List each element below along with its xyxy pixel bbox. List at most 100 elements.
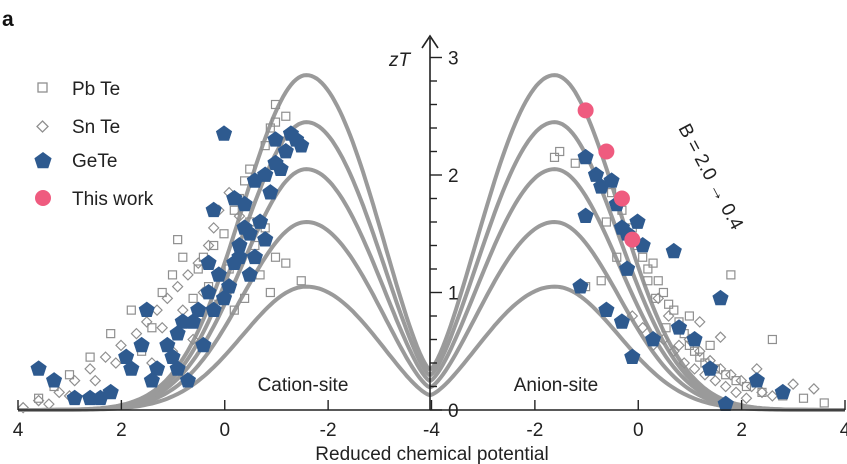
point-gete (66, 389, 83, 406)
point-pb-te (270, 252, 281, 262)
point-gete (179, 372, 196, 388)
point-pb-te (689, 346, 700, 356)
point-gete (149, 360, 166, 376)
panel-label: a (2, 8, 14, 31)
point-gete (30, 360, 47, 376)
point-gete (226, 190, 243, 206)
point-pb-te (653, 276, 663, 286)
point-sn-te (140, 316, 153, 328)
point-this-work (613, 190, 630, 207)
b-range-annotation: B = 2.0 → 0.4 (674, 120, 748, 233)
point-pb-te (229, 305, 239, 315)
point-sn-te (652, 292, 665, 305)
point-this-work (624, 231, 641, 248)
point-pb-te (549, 152, 560, 162)
x-tick-label: -2 (526, 420, 543, 441)
point-pb-te (664, 299, 674, 309)
point-gete (577, 148, 594, 165)
point-gete (215, 125, 233, 141)
point-gete (277, 143, 294, 159)
point-sn-te (233, 210, 246, 222)
x-tick-label: 4 (840, 420, 847, 441)
point-pb-te (731, 376, 741, 386)
legend-label-gete: GeTe (72, 151, 117, 172)
point-gete (143, 372, 160, 388)
point-gete (195, 336, 212, 353)
point-pb-te (606, 188, 617, 198)
y-axis-arrow (421, 34, 439, 49)
point-sn-te (110, 357, 122, 369)
point-gete (598, 301, 615, 317)
point-gete (272, 160, 289, 176)
point-gete (231, 248, 248, 265)
point-sn-te (89, 374, 102, 387)
point-gete (205, 201, 222, 218)
point-pb-te (296, 276, 306, 286)
y-tick-label: 0 (448, 401, 459, 422)
point-pb-te (726, 270, 736, 280)
point-sn-te (730, 386, 742, 399)
point-gete (603, 172, 620, 188)
point-sn-te (667, 345, 680, 358)
point-sn-te (202, 239, 215, 252)
point-gete (670, 319, 688, 335)
point-gete (702, 360, 719, 376)
point-gete (629, 213, 646, 229)
point-pb-te (721, 370, 731, 380)
point-sn-te (688, 363, 701, 375)
point-pb-te (240, 293, 250, 303)
point-gete (712, 289, 729, 306)
point-sn-te (32, 394, 45, 407)
legend-marker-gete (34, 152, 52, 169)
cation-site-label: Cation-site (258, 375, 349, 396)
point-this-work (598, 143, 615, 160)
point-gete (174, 313, 191, 329)
point-pb-te (229, 205, 239, 215)
point-sn-te (53, 386, 66, 399)
point-sn-te (207, 222, 220, 234)
point-gete (267, 131, 284, 147)
point-pb-te (695, 352, 705, 362)
legend-item-pbte: Pb Te (37, 79, 120, 100)
point-pb-te (188, 293, 198, 303)
legend-label-pbte: Pb Te (72, 79, 120, 100)
point-gete (221, 278, 238, 294)
point-pb-te (643, 276, 653, 286)
point-pb-te (757, 387, 767, 397)
point-gete (205, 301, 222, 317)
point-pb-te (265, 287, 275, 298)
model-curves (18, 73, 845, 412)
point-gete (231, 237, 248, 253)
point-sn-te (68, 374, 81, 387)
y-tick-label: 2 (448, 166, 459, 187)
point-gete (215, 289, 233, 306)
point-pb-te (281, 111, 291, 121)
point-gete (241, 225, 258, 241)
point-sn-te (673, 339, 685, 352)
point-sn-te (693, 345, 706, 358)
legend-marker-this-work (35, 190, 51, 206)
point-pb-te (260, 141, 270, 151)
x-ticks: 4 2 0 -2 -4 -2 0 2 4 (13, 400, 847, 441)
point-gete (190, 301, 207, 317)
point-gete (293, 137, 310, 153)
x-tick-label: -4 (423, 420, 440, 441)
y-tick-label: 3 (448, 49, 459, 70)
point-pb-te (684, 311, 694, 321)
point-pb-te (265, 123, 275, 133)
point-gete (200, 284, 217, 300)
point-pb-te (643, 264, 653, 274)
point-gete (252, 213, 269, 229)
point-sn-te (156, 321, 169, 334)
y-tick-label: 1 (448, 284, 459, 305)
point-pb-te (219, 229, 229, 239)
point-gete (169, 360, 186, 376)
legend-marker-pbte (37, 82, 48, 93)
point-gete (246, 172, 263, 188)
y-axis-title: zT (388, 50, 412, 71)
point-gete (572, 278, 589, 294)
point-pb-te (64, 370, 75, 380)
point-pb-te (601, 217, 611, 227)
point-sn-te (84, 363, 96, 375)
